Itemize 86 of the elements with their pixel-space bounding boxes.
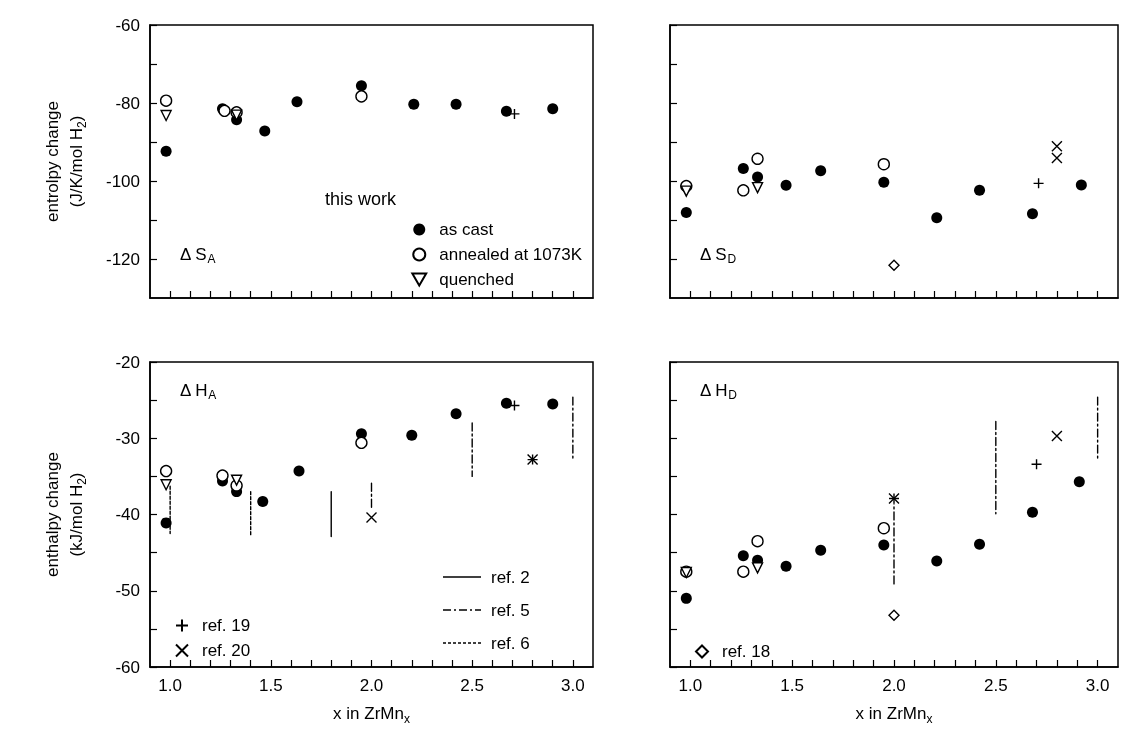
point [291,96,303,108]
point [355,436,368,450]
point [780,560,792,572]
point [365,511,378,524]
point [159,94,173,107]
x-tick-label: 1.5 [780,676,804,695]
y-tick-label: -80 [115,93,140,113]
point [500,105,512,117]
point [355,80,367,92]
point [257,496,269,508]
point [751,181,764,194]
point [877,158,891,171]
point [737,163,749,175]
legend-label: ref. 5 [491,600,530,620]
point [160,517,172,529]
point [1030,458,1043,470]
point [500,397,512,409]
point [888,259,900,271]
y-tick-label: -30 [115,428,140,448]
point [160,479,172,491]
point [1075,179,1087,191]
x-tick-label: 2.0 [882,676,906,695]
point [408,98,420,110]
y-tick-label: -40 [115,505,140,524]
legend-title: this work [324,189,397,209]
point [1032,177,1045,190]
point [974,538,986,550]
point [450,98,462,110]
point [1051,430,1063,442]
point [751,152,764,165]
point [751,562,764,574]
point [406,429,418,441]
point [931,555,943,567]
point [737,550,749,562]
point [160,109,172,122]
point [680,592,692,604]
y-tick-label: -60 [115,657,140,677]
x-tick-label: 3.0 [1085,676,1110,695]
point [1026,506,1038,518]
point [1026,208,1038,220]
point [877,522,891,535]
y-tick-label: -50 [115,581,140,601]
point [780,179,792,191]
point [450,408,462,420]
legend-label: quenched [439,270,514,289]
point [751,534,764,548]
point [1073,476,1085,488]
x-tick-label: 2.5 [984,676,1008,695]
y-tick-label: -100 [105,171,140,191]
point [160,145,172,157]
y-tick-label: -120 [105,249,140,269]
legend-label: ref. 19 [202,616,251,635]
point [931,212,943,224]
legend-label: ref. 20 [202,641,251,660]
x-tick-label: 1.0 [678,676,703,695]
point [293,465,305,477]
point [159,464,173,478]
x-tick-label: 3.0 [561,676,585,695]
legend-label: annealed at 1073K [439,245,583,264]
y-tick-label: -60 [115,15,140,35]
point [878,539,890,551]
point [259,125,271,137]
point [680,185,692,197]
point [888,609,900,621]
legend-label: ref. 2 [491,567,530,587]
point [815,165,827,177]
point [230,474,243,486]
legend-label: ref. 18 [722,642,771,661]
point [752,171,764,183]
point [547,103,559,115]
point [355,90,368,103]
point [547,398,559,410]
x-tick-label: 1.0 [158,676,182,695]
point [737,184,750,197]
y-tick-label: -20 [115,352,140,372]
x-tick-label: 2.0 [359,676,384,695]
x-tick-label: 2.5 [460,676,484,695]
point [878,176,890,188]
point [974,184,986,196]
point [680,207,692,219]
point [737,565,750,578]
point [815,544,827,556]
legend-label: ref. 6 [491,633,530,653]
legend-label: as cast [439,220,494,239]
x-tick-label: 1.5 [259,676,283,695]
point [216,469,229,482]
